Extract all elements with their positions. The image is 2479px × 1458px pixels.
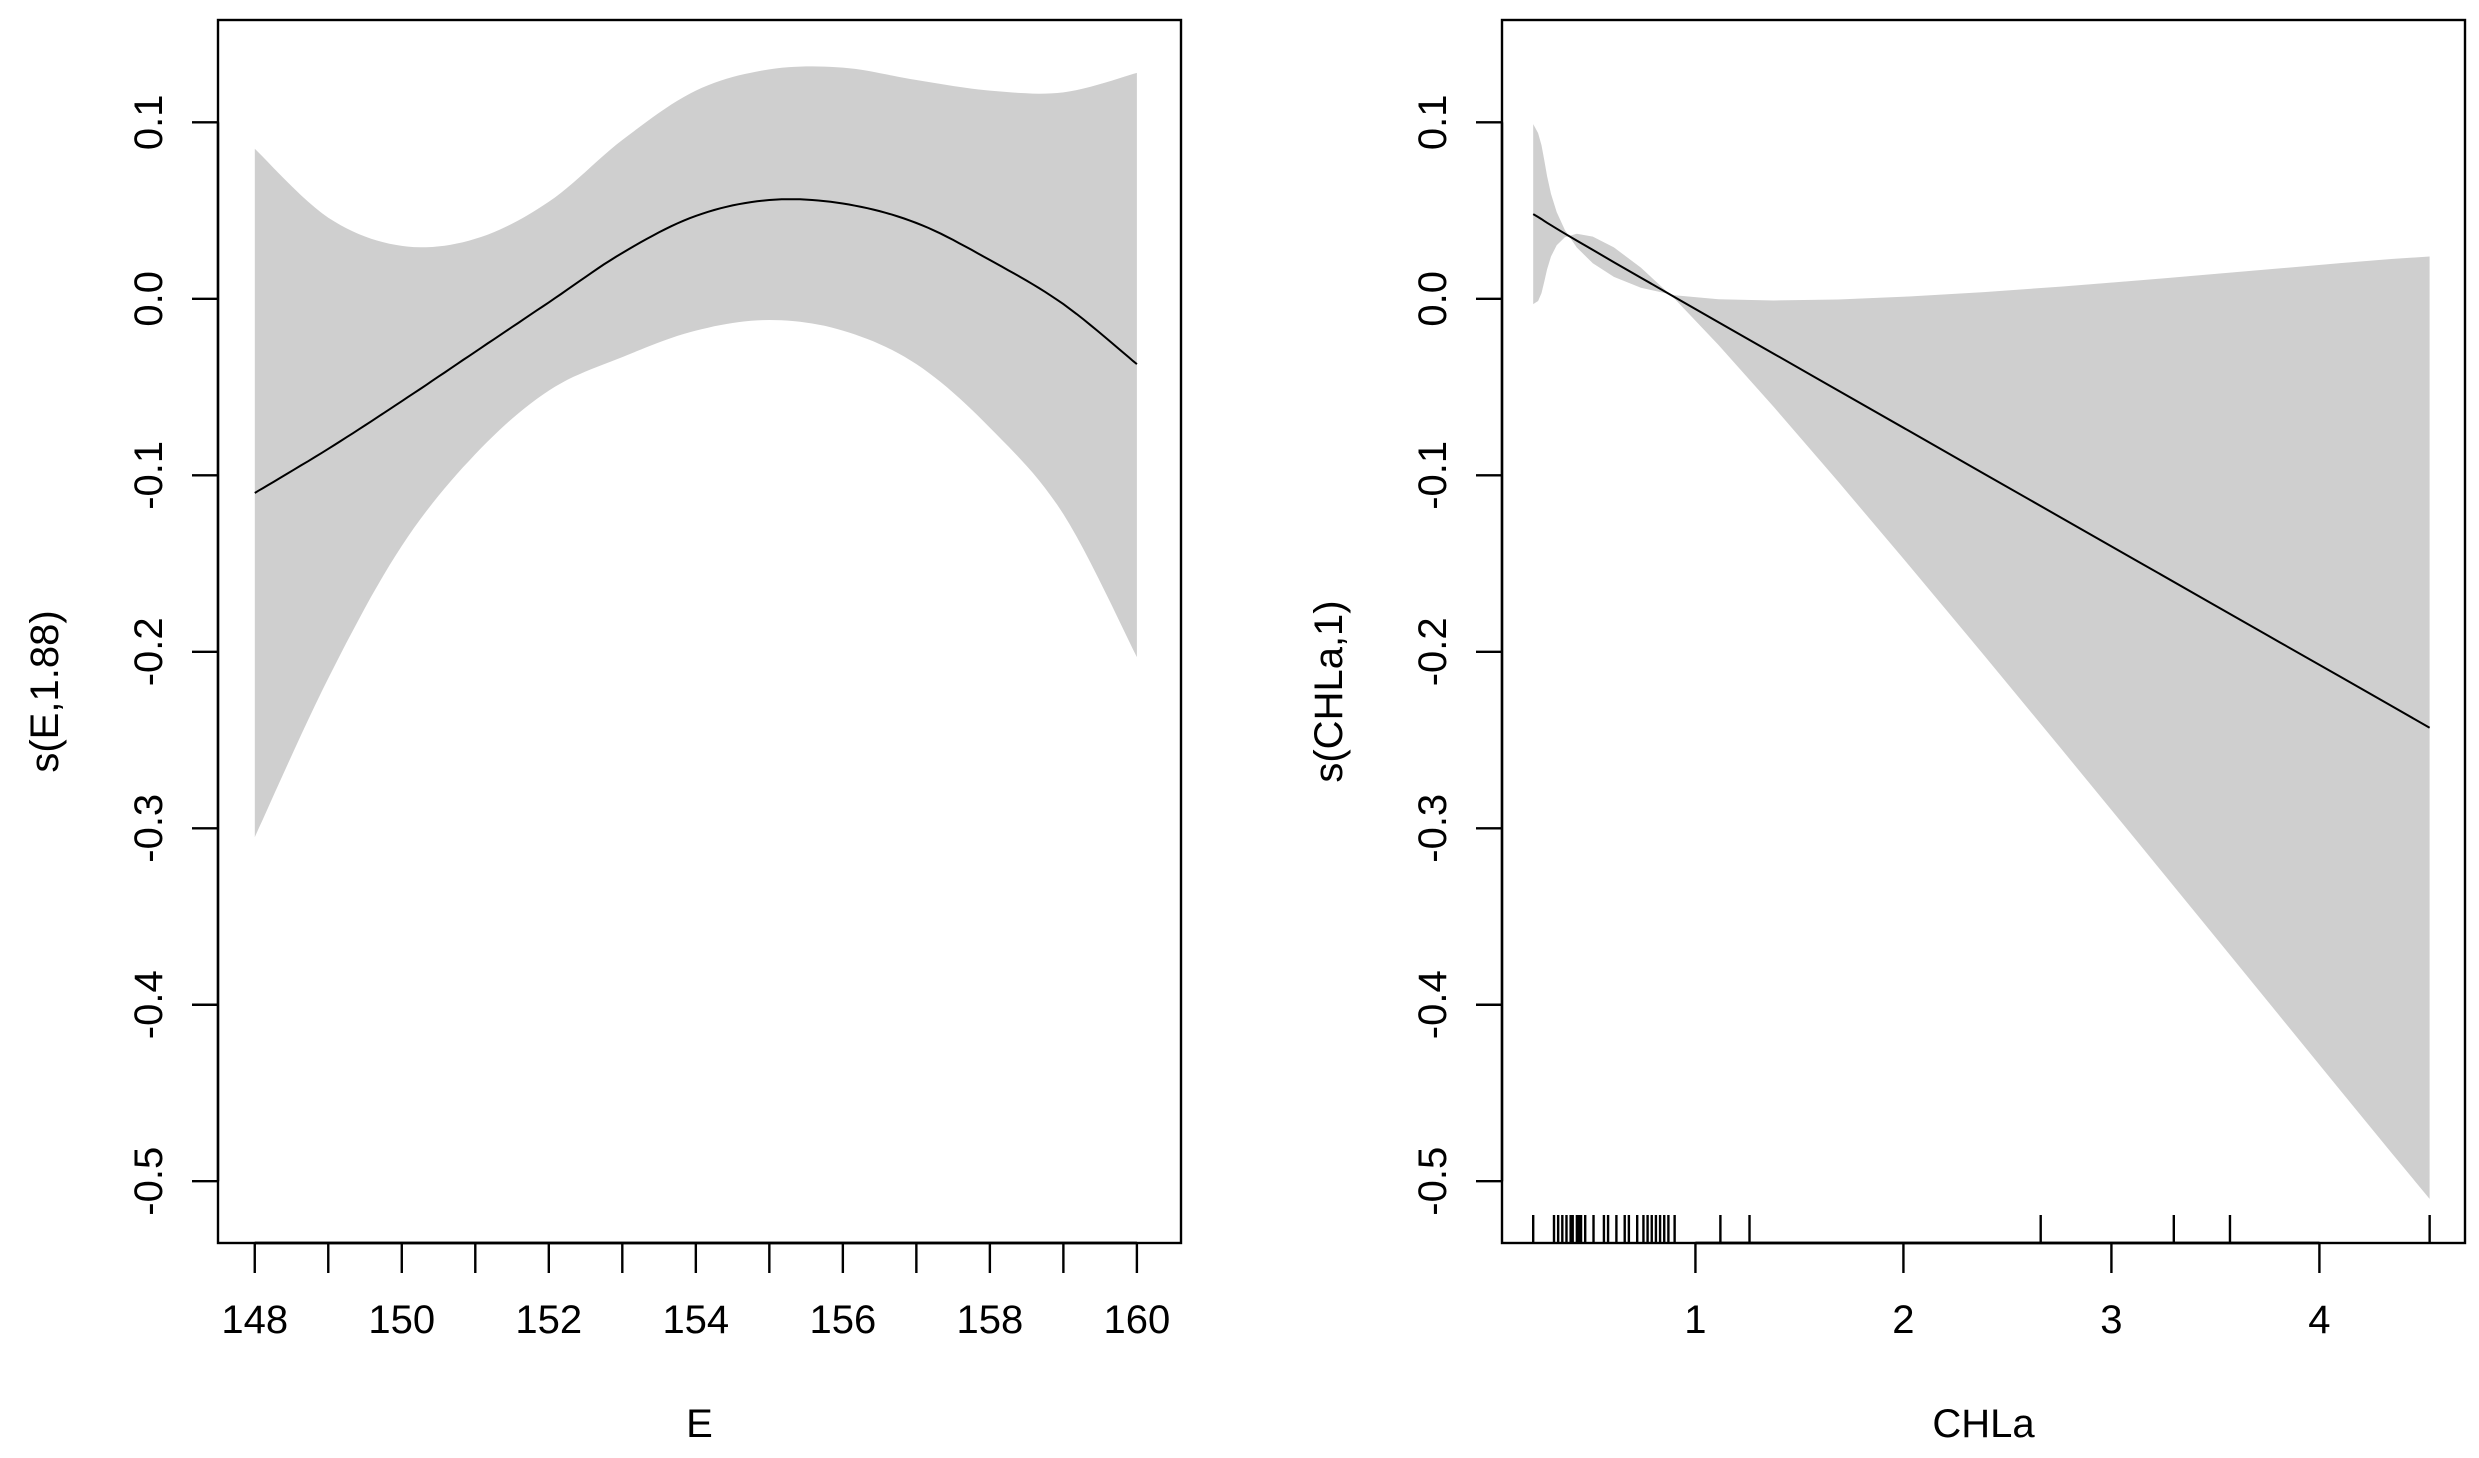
left-y-tick-label: -0.2 xyxy=(127,617,171,686)
left-x-tick-label: 152 xyxy=(515,1298,582,1342)
left-y-axis-title: s(E,1.88) xyxy=(23,610,67,772)
right-rug xyxy=(1531,1215,2431,1243)
left-confidence-band xyxy=(254,66,1137,838)
left-fit-line xyxy=(254,198,1138,494)
right-y-tick-label: -0.2 xyxy=(1411,617,1455,686)
left-y-tick-label: 0.1 xyxy=(127,95,171,151)
right-y-tick-label: -0.1 xyxy=(1411,441,1455,510)
right-x-ticks: 1 2 3 4 xyxy=(1684,1241,2331,1342)
left-x-tick-label: 160 xyxy=(1104,1298,1171,1342)
left-x-tick-label: 156 xyxy=(809,1298,876,1342)
right-x-axis-title: CHLa xyxy=(1932,1402,2035,1446)
right-y-ticks: 0.1 0.0 -0.1 -0.2 -0.3 -0.4 -0.5 xyxy=(1411,95,1502,1216)
left-x-ticks: 148 150 152 154 156 158 160 xyxy=(221,1241,1171,1342)
left-x-tick-label: 158 xyxy=(956,1298,1023,1342)
left-panel: 148 150 152 154 156 158 160 0.1 0.0 -0.1 -0.2 -0.3… xyxy=(23,18,1183,1446)
left-y-ticks: 0.1 0.0 -0.1 -0.2 -0.3 -0.4 -0.5 xyxy=(127,95,218,1216)
left-y-tick-label: -0.4 xyxy=(127,970,171,1039)
right-y-tick-label: -0.5 xyxy=(1411,1147,1455,1216)
left-x-tick-label: 154 xyxy=(662,1298,729,1342)
right-y-axis-title: s(CHLa,1) xyxy=(1307,600,1351,782)
right-y-tick-label: -0.3 xyxy=(1411,794,1455,863)
right-x-tick-label: 1 xyxy=(1684,1298,1706,1342)
left-x-tick-label: 148 xyxy=(221,1298,288,1342)
right-x-tick-label: 2 xyxy=(1892,1298,1914,1342)
right-x-tick-label: 3 xyxy=(2100,1298,2122,1342)
left-y-tick-label: 0.0 xyxy=(127,271,171,327)
left-y-tick-label: -0.1 xyxy=(127,441,171,510)
left-x-tick-label: 150 xyxy=(368,1298,435,1342)
right-panel: 1 2 3 4 0.1 0.0 -0.1 -0.2 -0.3 -0.4 -0.5 CHLa s(C… xyxy=(1307,18,2467,1446)
right-confidence-band xyxy=(1533,124,2430,1199)
left-y-tick-label: -0.3 xyxy=(127,794,171,863)
left-y-tick-label: -0.5 xyxy=(127,1147,171,1216)
right-y-tick-label: 0.1 xyxy=(1411,95,1455,151)
right-fit-line xyxy=(1532,213,2431,729)
right-y-tick-label: 0.0 xyxy=(1411,271,1455,327)
left-x-axis-title: E xyxy=(686,1402,713,1446)
right-y-tick-label: -0.4 xyxy=(1411,970,1455,1039)
right-x-tick-label: 4 xyxy=(2308,1298,2330,1342)
